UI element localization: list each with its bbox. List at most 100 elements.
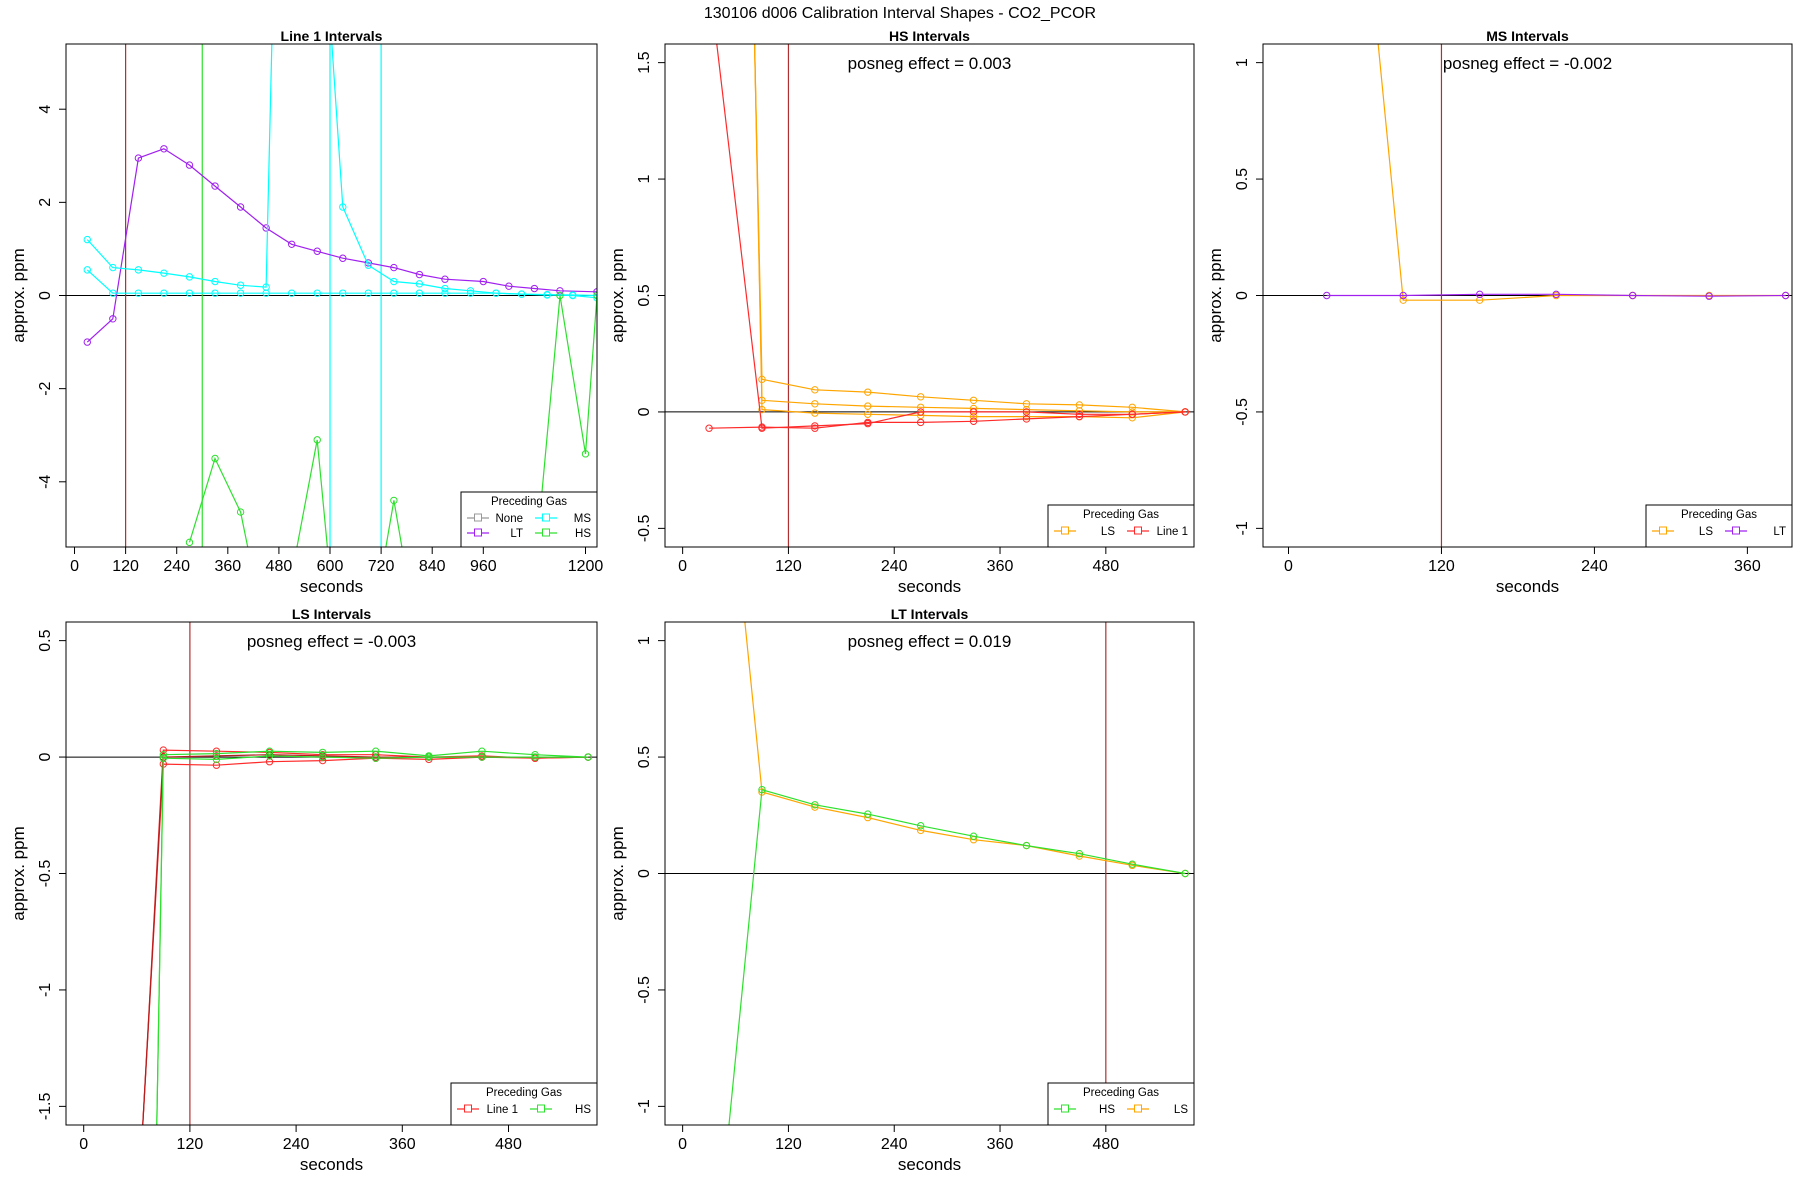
data-point xyxy=(390,277,398,286)
legend-marker xyxy=(1659,526,1667,535)
data-point xyxy=(265,758,274,766)
x-tick-label: 0 xyxy=(79,1136,88,1153)
data-point xyxy=(415,280,424,288)
data-point xyxy=(134,154,143,162)
legend-marker xyxy=(1732,526,1740,535)
data-point xyxy=(969,832,978,840)
data-point xyxy=(1781,291,1790,300)
legend-title: Preceding Gas xyxy=(1681,509,1757,521)
legend-title: Preceding Gas xyxy=(1083,509,1159,521)
x-tick-label: 240 xyxy=(283,1136,310,1153)
data-point xyxy=(492,289,500,297)
y-axis-label: approx. ppm xyxy=(9,248,28,343)
plot-area xyxy=(66,622,597,1125)
data-point xyxy=(1323,291,1331,300)
plot-frame xyxy=(664,621,1195,1126)
y-tick-label: 0 xyxy=(636,869,653,878)
y-axis-label: approx. ppm xyxy=(608,248,627,343)
data-point xyxy=(109,263,117,272)
legend-marker xyxy=(542,513,550,522)
plot-area xyxy=(665,622,1194,1125)
data-point xyxy=(969,408,978,416)
y-tick-label: -1 xyxy=(636,1099,653,1113)
x-tick-label: 360 xyxy=(214,558,241,575)
data-point xyxy=(916,408,925,416)
legend-marker xyxy=(474,513,482,522)
legend-marker xyxy=(464,1104,472,1113)
x-tick-label: 720 xyxy=(368,558,395,575)
data-point xyxy=(811,803,819,811)
series-line xyxy=(188,295,597,547)
data-point xyxy=(705,424,713,432)
data-point xyxy=(441,289,449,297)
legend-entry: HS xyxy=(575,1104,591,1116)
data-point xyxy=(185,538,194,547)
y-tick-label: 0.5 xyxy=(37,629,54,651)
data-point xyxy=(1022,400,1031,408)
series-line xyxy=(156,750,589,1125)
data-point xyxy=(185,273,194,281)
data-point xyxy=(479,277,488,286)
posneg-annotation: posneg effect = -0.002 xyxy=(1443,54,1612,73)
legend-entry: LT xyxy=(1773,526,1786,538)
series-line xyxy=(716,44,1186,429)
legend-entry: LS xyxy=(1174,1104,1188,1116)
data-point xyxy=(441,275,449,283)
data-point xyxy=(556,287,564,295)
legend-entry: LS xyxy=(1699,526,1713,538)
data-point xyxy=(212,761,221,769)
posneg-annotation: posneg effect = -0.003 xyxy=(247,632,416,651)
x-tick-label: 0 xyxy=(678,1136,687,1153)
plot-area xyxy=(665,44,1194,547)
data-point xyxy=(811,400,819,408)
legend-marker xyxy=(1061,1104,1069,1113)
data-point xyxy=(441,284,449,293)
legend-marker xyxy=(1134,526,1142,535)
legend-marker xyxy=(537,1104,545,1113)
data-point xyxy=(160,269,168,277)
panel-title: HS Intervals xyxy=(889,28,970,44)
y-tick-label: 1 xyxy=(636,175,653,184)
data-point xyxy=(1022,405,1031,414)
data-point xyxy=(811,424,819,432)
x-tick-label: 480 xyxy=(1092,558,1119,575)
y-tick-label: -0.5 xyxy=(37,860,54,888)
legend-title: Preceding Gas xyxy=(491,496,567,508)
legend-box xyxy=(1645,504,1793,548)
y-tick-label: -1.5 xyxy=(37,1092,54,1120)
data-point xyxy=(505,282,513,290)
panel-1: HS Intervals 0 120 240 360 480 -0.5 0 0.5 1 1.5 sec… xyxy=(608,28,1195,596)
data-point xyxy=(212,747,221,755)
data-point xyxy=(318,748,327,757)
data-point xyxy=(1075,852,1084,860)
series-line xyxy=(754,44,1186,413)
data-point xyxy=(109,289,117,297)
y-tick-label: 1 xyxy=(1234,58,1251,67)
x-tick-label: 840 xyxy=(419,558,446,575)
data-point xyxy=(1075,850,1084,858)
data-point xyxy=(1128,860,1136,868)
data-point xyxy=(916,418,925,427)
data-point xyxy=(1475,290,1484,299)
data-point xyxy=(531,753,539,761)
data-point xyxy=(265,747,274,755)
data-point xyxy=(212,749,221,758)
panel-title: LS Intervals xyxy=(292,606,372,622)
legend-entry: HS xyxy=(1099,1104,1115,1116)
y-tick-label: -0.5 xyxy=(636,514,653,542)
series-line xyxy=(753,44,1186,413)
x-tick-label: 360 xyxy=(389,1136,416,1153)
x-tick-label: 1200 xyxy=(568,558,604,575)
legend-entry: LS xyxy=(1101,526,1115,538)
data-point xyxy=(211,454,219,463)
data-point xyxy=(1075,412,1084,421)
data-point xyxy=(1022,408,1031,416)
data-point xyxy=(159,754,168,762)
data-point xyxy=(236,203,245,211)
data-point xyxy=(236,281,245,289)
y-tick-label: 0.5 xyxy=(636,746,653,768)
panel-title: Line 1 Intervals xyxy=(281,28,383,44)
data-point xyxy=(864,402,872,410)
data-point xyxy=(811,422,819,430)
